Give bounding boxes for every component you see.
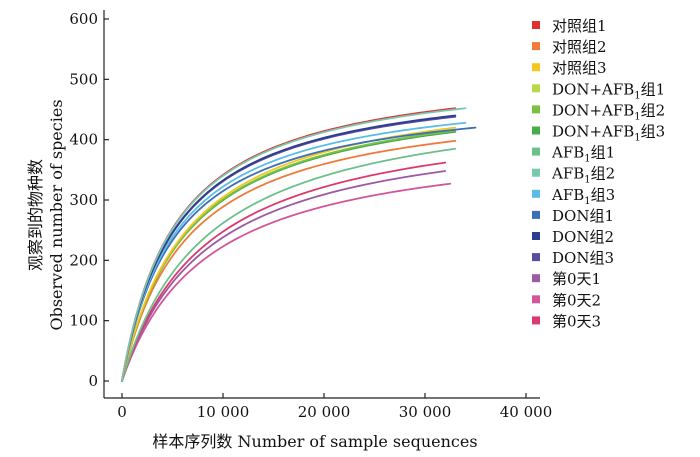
x-axis-title: 样本序列数 Number of sample sequences <box>152 432 477 451</box>
legend-swatch <box>532 274 540 283</box>
legend-swatch <box>532 253 540 262</box>
legend-label: 第0天2 <box>552 291 601 309</box>
legend-label: 对照组3 <box>552 59 607 77</box>
x-tick-label: 10 000 <box>197 403 250 421</box>
y-tick-label: 300 <box>69 191 98 209</box>
legend-label: DON+AFB1组1 <box>552 80 665 101</box>
y-tick-label: 600 <box>69 10 98 28</box>
legend-swatch <box>532 105 540 114</box>
legend-label: DON组1 <box>552 207 614 225</box>
series-lines <box>121 107 477 382</box>
legend-swatch <box>532 316 540 325</box>
y-axis-title-cn: 观察到的物种数 <box>26 159 45 271</box>
legend-label: AFB1组2 <box>551 165 615 186</box>
legend-swatch <box>532 189 540 198</box>
legend-label: DON组3 <box>552 249 614 267</box>
legend-swatch <box>532 42 540 51</box>
legend-label: 对照组2 <box>552 38 607 56</box>
series-line <box>121 107 467 382</box>
legend-swatch <box>532 147 540 156</box>
x-tick-label: 0 <box>117 403 127 421</box>
legend-swatch <box>532 168 540 177</box>
y-tick-label: 100 <box>69 312 98 330</box>
axes: 0 100 200 300 400 500 600 0 10 000 20 000 30 000 40… <box>69 10 552 421</box>
legend-label: DON+AFB1组3 <box>552 123 665 144</box>
y-tick-label: 500 <box>69 70 98 88</box>
series-line <box>121 161 447 382</box>
legend-swatch <box>532 295 540 304</box>
legend-swatch <box>532 63 540 72</box>
x-tick-label: 20 000 <box>298 403 351 421</box>
y-tick-label: 0 <box>88 372 98 390</box>
legend-label: 第0天3 <box>552 312 601 330</box>
legend-label: AFB1组3 <box>551 186 615 207</box>
legend-swatch <box>532 232 540 240</box>
legend-label: AFB1组1 <box>551 144 615 165</box>
legend-label: DON+AFB1组2 <box>552 101 665 122</box>
x-tick-label: 30 000 <box>399 403 452 421</box>
y-tick-label: 200 <box>69 251 98 269</box>
y-tick-label: 400 <box>69 131 98 149</box>
legend-swatch <box>532 126 540 135</box>
y-axis-title-en: Observed number of species <box>47 99 66 330</box>
series-line <box>121 147 457 382</box>
series-line <box>121 182 452 382</box>
legend-label: 对照组1 <box>552 17 607 35</box>
legend-swatch <box>532 21 540 29</box>
legend-label: DON组2 <box>552 228 614 246</box>
legend-label: 第0天1 <box>552 270 601 288</box>
x-tick-label: 40 000 <box>500 403 553 421</box>
legend: 对照组1 对照组2 对照组3 DON+AFB1组1DON+AFB1组2DON+AFB1… <box>532 17 665 330</box>
legend-swatch <box>532 84 540 93</box>
legend-swatch <box>532 210 540 219</box>
